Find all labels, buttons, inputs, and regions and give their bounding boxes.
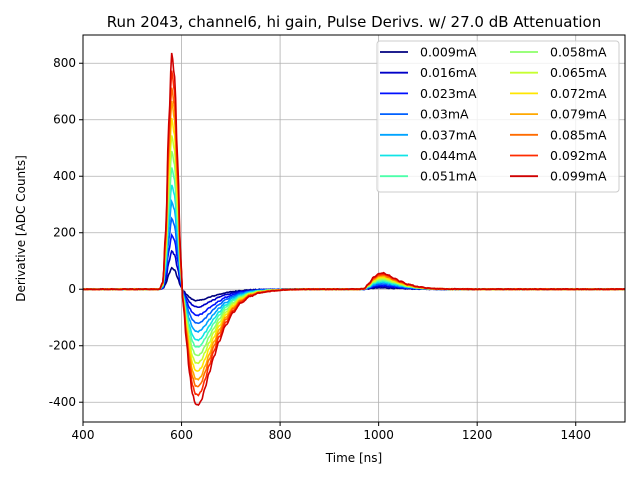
series-lines	[82, 52, 626, 407]
x-tick-label: 1400	[560, 428, 591, 442]
legend-entry: 0.085mA	[550, 127, 607, 142]
legend-entry: 0.016mA	[420, 65, 477, 80]
x-tick-label: 1200	[462, 428, 493, 442]
legend-entry: 0.051mA	[420, 169, 477, 184]
plot-frame	[82, 34, 626, 423]
x-tick-label: 800	[269, 428, 292, 442]
y-tick-label: -400	[49, 395, 76, 409]
series-line-0.099mA	[82, 52, 626, 407]
y-tick-label: 0	[68, 282, 76, 296]
y-axis-label: Derivative [ADC Counts]	[14, 155, 28, 302]
legend-entry: 0.044mA	[420, 148, 477, 163]
x-tick-label: 400	[72, 428, 95, 442]
x-axis-label: Time [ns]	[325, 451, 382, 465]
x-tick-label: 600	[170, 428, 193, 442]
legend-entry: 0.092mA	[550, 148, 607, 163]
y-tick-label: 200	[53, 226, 76, 240]
legend-entry: 0.009mA	[420, 45, 477, 60]
y-axis-ticks: -400 -200 0 200 400 600 800	[49, 56, 83, 409]
x-axis-ticks: 400 600 800 1000 1200 1400	[72, 422, 591, 442]
legend-entry: 0.099mA	[550, 169, 607, 184]
legend-entry: 0.079mA	[550, 107, 607, 122]
y-tick-label: 800	[53, 56, 76, 70]
legend-entry: 0.058mA	[550, 45, 607, 60]
y-tick-label: 400	[53, 169, 76, 183]
x-tick-label: 1000	[363, 428, 394, 442]
legend-entry: 0.072mA	[550, 86, 607, 101]
y-tick-label: 600	[53, 113, 76, 127]
y-tick-label: -200	[49, 339, 76, 353]
legend-box	[376, 40, 620, 193]
legend: 0.009mA 0.016mA 0.023mA 0.03mA 0.037mA 0.044m…	[376, 40, 620, 193]
legend-entry: 0.03mA	[420, 107, 469, 122]
legend-entry: 0.023mA	[420, 86, 477, 101]
chart-title: Run 2043, channel6, hi gain, Pulse Deriv…	[107, 13, 601, 31]
legend-entry: 0.065mA	[550, 65, 607, 80]
legend-entry: 0.037mA	[420, 127, 477, 142]
